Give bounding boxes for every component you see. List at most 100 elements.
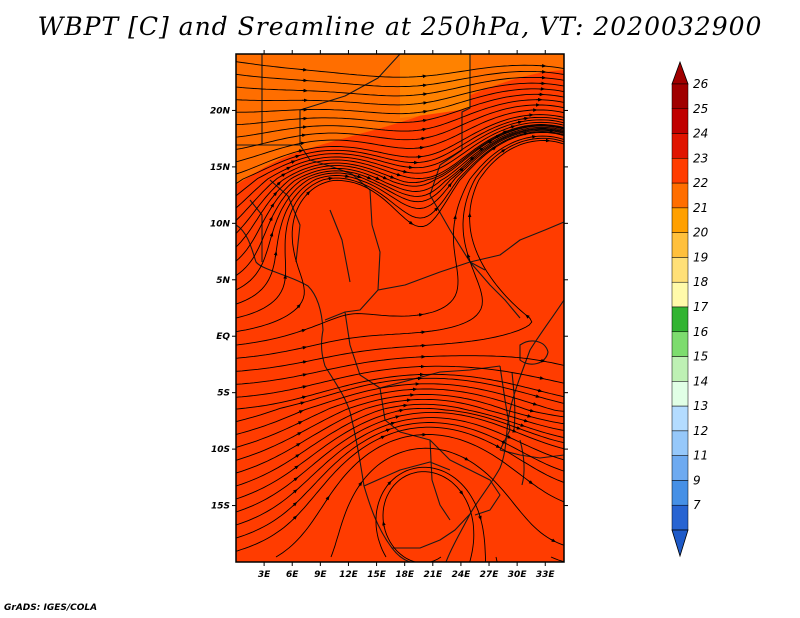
streamline	[236, 70, 564, 88]
streamline-arrow	[395, 172, 402, 177]
plot-frame	[235, 53, 565, 563]
colorbar-box	[671, 356, 689, 382]
streamline-arrow	[420, 127, 428, 132]
lake-victoria	[519, 340, 549, 365]
streamline-arrow	[292, 489, 298, 494]
colorbar-label: 22	[693, 176, 708, 190]
colorbar-label: 7	[693, 498, 701, 512]
colorbar-box	[671, 504, 689, 531]
x-tick-label: 24E	[452, 570, 472, 580]
streamline	[495, 556, 498, 562]
streamline-arrow	[463, 456, 470, 461]
streamline-arrow	[305, 190, 311, 196]
streamline-arrow	[269, 216, 273, 222]
streamline-arrow	[522, 418, 529, 423]
streamline-arrow	[494, 134, 501, 139]
streamline-arrow	[300, 133, 307, 138]
x-axis: 3E 6E 9E 12E 15E 18E 21E 24E 27E 30E 33E	[258, 50, 555, 580]
colorbar-box	[671, 381, 689, 407]
streamline-arrow	[515, 426, 522, 430]
streamline	[236, 403, 564, 487]
streamline-arrow	[530, 135, 537, 139]
map-plot-area	[236, 54, 564, 562]
east-africa-coastline	[445, 299, 564, 562]
streamline-arrow	[283, 274, 287, 281]
streamline-arrow	[494, 444, 501, 449]
streamline-arrow	[467, 253, 471, 260]
streamline-arrow	[276, 181, 282, 186]
streamline-arrow	[469, 156, 475, 161]
streamline-arrow	[292, 501, 298, 507]
streamline-arrow	[447, 182, 452, 188]
streamline	[236, 137, 564, 359]
streamline-arrow	[343, 174, 350, 178]
streamline	[236, 114, 564, 175]
streamline	[236, 383, 564, 435]
streamline-arrow	[300, 395, 307, 400]
streamline	[236, 119, 564, 197]
streamlines	[236, 61, 564, 562]
x-tick-label: 6E	[286, 570, 299, 580]
streamline-arrow	[294, 154, 301, 159]
map-title: WBPT [C] and Sreamline at 250hPa, VT: 20…	[37, 12, 763, 41]
colorbar-box	[671, 133, 689, 159]
colorbar-box	[671, 281, 689, 308]
streamline-arrow	[327, 176, 334, 181]
streamline-arrow	[522, 116, 529, 121]
streamline	[236, 61, 564, 78]
colorbar-box	[671, 83, 689, 110]
streamline-arrow	[421, 110, 428, 114]
streamline-arrow	[401, 169, 408, 174]
streamline-arrow	[325, 495, 330, 502]
streamline-arrow	[365, 175, 372, 180]
streamline-arrow	[297, 410, 304, 414]
streamline-arrow	[294, 453, 300, 458]
streamline-arrow	[478, 147, 484, 152]
streamline-arrow	[531, 402, 538, 406]
streamline-arrow	[522, 131, 529, 136]
streamline	[236, 140, 564, 372]
streamline-arrow	[387, 480, 392, 486]
colorbar-label: 19	[693, 250, 708, 264]
streamline-arrow	[301, 346, 308, 350]
streamline	[236, 125, 564, 248]
streamline-arrow	[384, 428, 391, 433]
streamline-arrow	[500, 148, 506, 153]
streamline-arrow	[379, 435, 386, 440]
streamline-arrow	[510, 428, 517, 433]
streamline-arrow	[421, 118, 428, 123]
streamline	[236, 126, 564, 262]
streamline	[382, 471, 475, 562]
colorbar-box	[671, 158, 689, 184]
streamline-arrow	[280, 173, 287, 178]
streamline	[236, 398, 564, 474]
x-tick-label: 18E	[395, 570, 415, 580]
y-tick-label: 5S	[217, 389, 230, 399]
streamline	[236, 365, 564, 398]
streamline-arrow	[374, 176, 381, 180]
streamline-arrow	[293, 477, 299, 482]
streamline	[236, 99, 564, 138]
colorbar-label: 15	[693, 350, 708, 364]
streamline-arrow	[487, 139, 493, 144]
colorbar-top-arrow	[671, 60, 689, 85]
colorbar-box	[671, 207, 689, 233]
streamline-arrow	[518, 423, 526, 427]
y-tick-label: 5N	[216, 276, 230, 286]
colorbar-label: 20	[693, 226, 709, 240]
streamline-arrow	[289, 160, 296, 164]
grads-credit: GrADS: IGES/COLA	[4, 603, 98, 613]
x-tick-label: 9E	[314, 570, 327, 580]
streamline-arrow	[301, 385, 308, 389]
streamline	[236, 109, 564, 163]
streamline-arrow	[301, 373, 308, 377]
streamline-arrow	[393, 415, 400, 419]
streamline-arrow	[295, 442, 301, 447]
streamline-arrow	[534, 394, 541, 398]
streamline-arrow	[297, 421, 303, 425]
y-tick-label: 10N	[210, 219, 231, 229]
streamline	[236, 426, 564, 552]
colorbar-label: 9	[693, 473, 701, 487]
streamline-arrow	[296, 303, 301, 309]
